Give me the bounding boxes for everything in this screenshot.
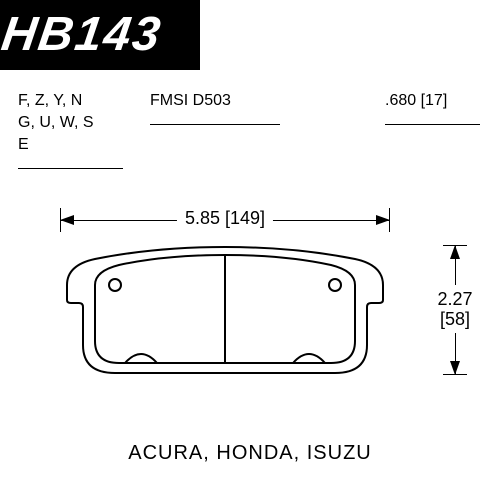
brake-pad-drawing bbox=[55, 245, 395, 385]
compounds-line3: E bbox=[18, 134, 123, 156]
width-dimension: 5.85 [149] bbox=[60, 200, 390, 240]
fmsi-group: FMSI D503 bbox=[150, 90, 280, 125]
width-label: 5.85 [149] bbox=[177, 208, 273, 229]
arrow-up-icon bbox=[450, 245, 460, 259]
compounds-group: F, Z, Y, N G, U, W, S E bbox=[18, 90, 123, 169]
rivet-hole bbox=[109, 279, 121, 291]
fmsi-label: FMSI D503 bbox=[150, 90, 280, 112]
info-row: F, Z, Y, N G, U, W, S E FMSI D503 .680 [… bbox=[0, 90, 500, 180]
pad-arc bbox=[293, 354, 325, 363]
thickness-group: .680 [17] bbox=[385, 90, 480, 125]
vehicle-brands: ACURA, HONDA, ISUZU bbox=[0, 442, 500, 465]
compounds-line2: G, U, W, S bbox=[18, 112, 123, 134]
height-inches: 2.27 bbox=[432, 289, 478, 309]
thickness-label: .680 [17] bbox=[385, 90, 480, 112]
height-dimension: 2.27 [58] bbox=[420, 245, 490, 375]
pad-arc bbox=[125, 354, 157, 363]
height-label: 2.27 [58] bbox=[430, 285, 480, 333]
rivet-hole bbox=[329, 279, 341, 291]
part-number: HB143 bbox=[0, 0, 205, 70]
arrow-left-icon bbox=[60, 215, 74, 225]
arrow-right-icon bbox=[376, 215, 390, 225]
part-banner: HB143 bbox=[0, 0, 200, 70]
height-mm: [58] bbox=[432, 309, 478, 329]
compounds-line1: F, Z, Y, N bbox=[18, 90, 123, 112]
arrow-down-icon bbox=[450, 361, 460, 375]
